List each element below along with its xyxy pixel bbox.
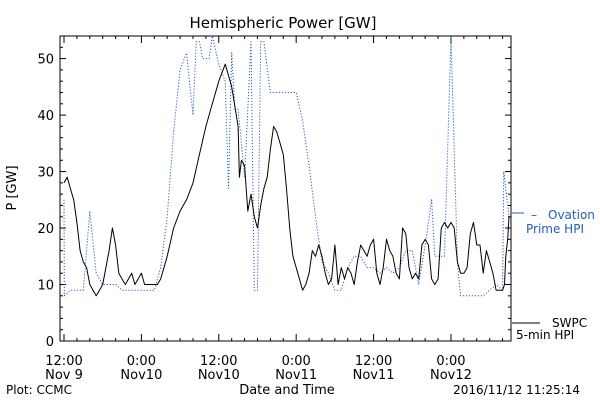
x-tick-label-date: Nov10 (120, 368, 162, 383)
y-tick-label: 0 (46, 335, 54, 350)
y-axis-label: P [GW] (5, 165, 20, 210)
x-tick-label-time: 12:00 (355, 354, 392, 369)
footer-credit: Plot: CCMC (6, 383, 72, 397)
x-tick-label-date: Nov10 (198, 368, 240, 383)
plot-area-frame (59, 35, 512, 342)
legend-ovation-line2: Prime HPI (526, 222, 584, 236)
x-tick-label-date: Nov11 (353, 368, 395, 383)
series-swpc-line (63, 63, 510, 297)
y-tick-label: 50 (37, 53, 54, 68)
y-axis-ticks: 0 10 20 30 40 50 (37, 35, 511, 350)
x-tick-label-date: Nov12 (430, 368, 472, 383)
x-tick-label-time: 12:00 (200, 354, 237, 369)
legend-swpc-line2: 5-min HPI (516, 328, 574, 342)
legend-ovation-dash: – (531, 208, 537, 222)
y-tick-label: 30 (37, 166, 54, 181)
x-tick-label-time: 0:00 (127, 354, 156, 369)
x-tick-label-time: 0:00 (436, 354, 465, 369)
x-tick-label-time: 0:00 (282, 354, 311, 369)
y-tick-label: 40 (37, 109, 54, 124)
x-tick-label-time: 12:00 (45, 354, 82, 369)
legend-ovation: – Ovation Prime HPI (512, 208, 595, 236)
x-tick-label-date: Nov11 (275, 368, 317, 383)
y-tick-label: 20 (37, 222, 54, 237)
legend-swpc: SWPC 5-min HPI (512, 316, 587, 342)
legend-ovation-line1: Ovation (548, 208, 595, 222)
y-tick-label: 10 (37, 279, 54, 294)
x-axis-label: Date and Time (239, 383, 335, 398)
footer-timestamp: 2016/11/12 11:25:14 (453, 383, 580, 397)
chart-title: Hemispheric Power [GW] (190, 14, 377, 32)
x-tick-label-date: Nov 9 (45, 368, 83, 383)
series-ovation-prime-line (63, 35, 510, 297)
series-lines (63, 35, 510, 297)
legend-swpc-line1: SWPC (552, 316, 587, 330)
